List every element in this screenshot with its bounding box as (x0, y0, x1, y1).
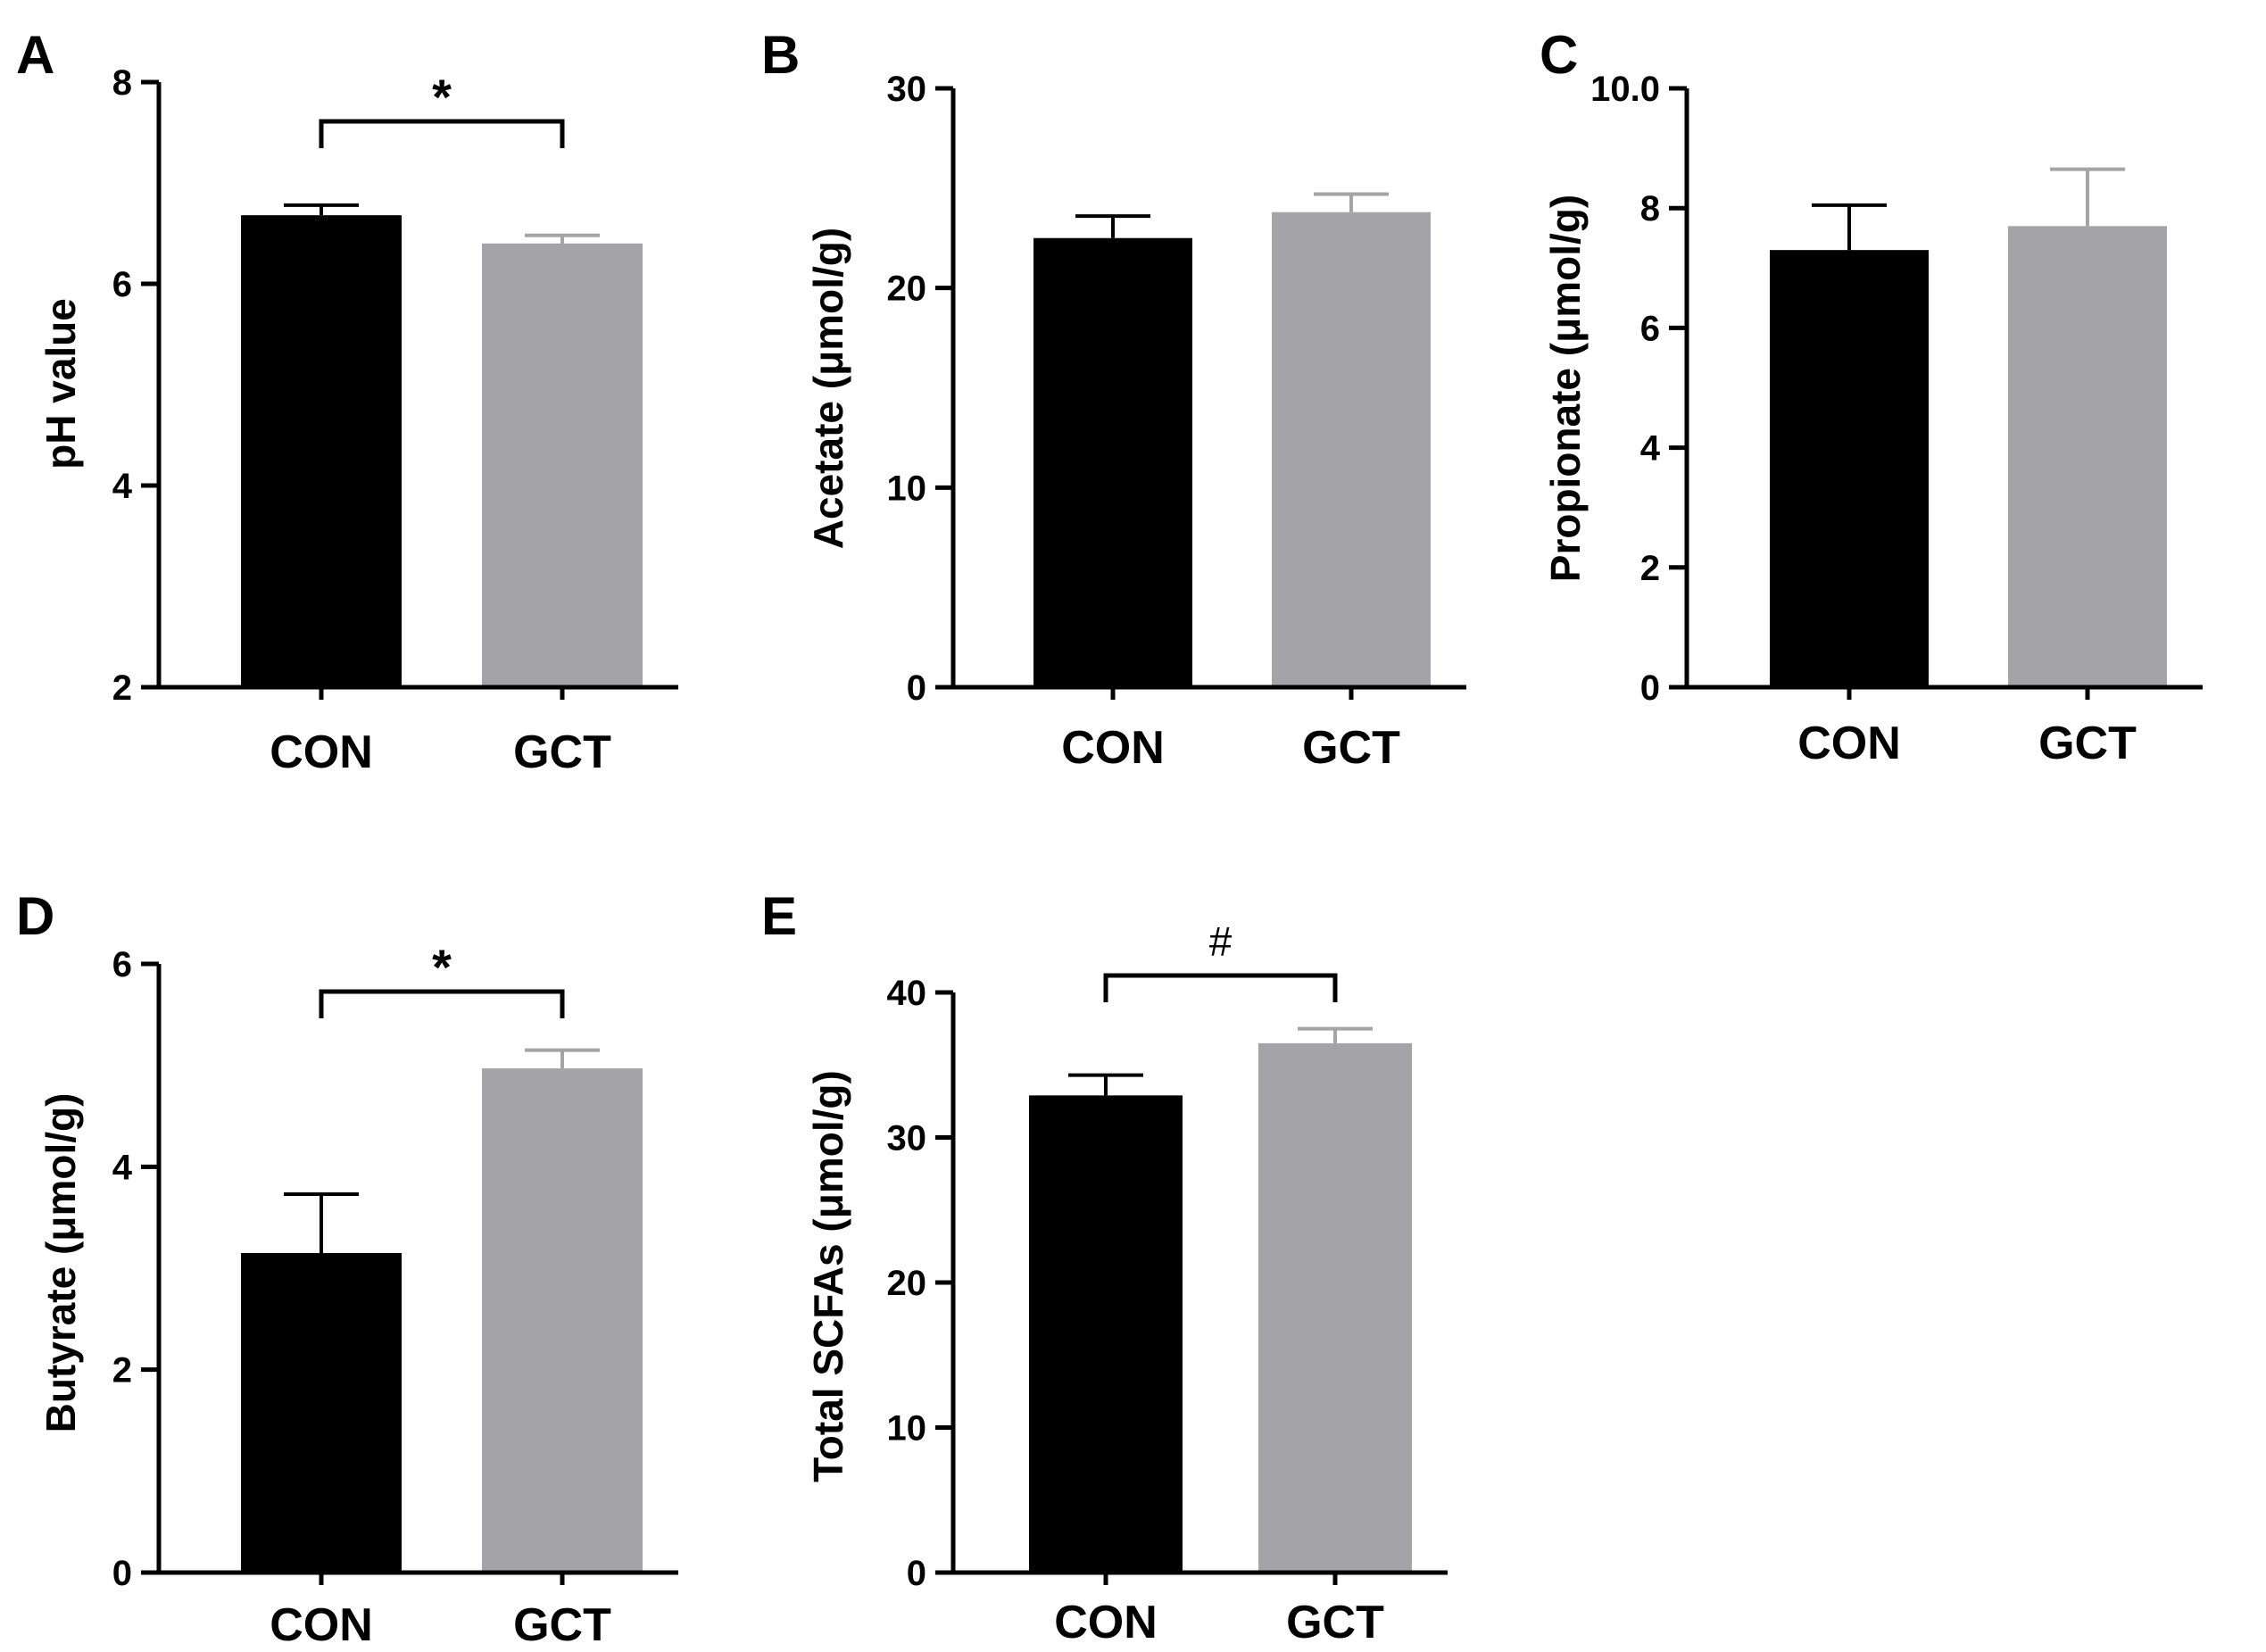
category-label-gct: GCT (1302, 722, 1400, 774)
panel-letter: C (1540, 25, 1578, 85)
y-tick-label: 2 (1640, 549, 1660, 588)
y-tick-label: 2 (112, 668, 132, 708)
bar-gct (2008, 226, 2167, 687)
panel-A: A CON GCT 2 4 6 8 pH value * (16, 25, 678, 778)
y-axis-title: Propionate (μmol/g) (1542, 195, 1589, 582)
y-tick-label: 4 (112, 1148, 133, 1187)
panel-C: C CON GCT 0 2 4 6 8 10.0 Propionate (μmol/g) (1540, 25, 2203, 769)
bar-gct (1258, 1042, 1412, 1573)
y-tick-label: 2 (112, 1351, 132, 1391)
y-tick-label: 30 (887, 70, 927, 109)
y-tick-label: 0 (1640, 668, 1660, 708)
significance-label: * (432, 69, 452, 125)
category-label-gct: GCT (513, 726, 611, 778)
significance-label: # (1209, 918, 1233, 965)
y-tick-label: 6 (112, 265, 132, 304)
y-tick-label: 4 (1640, 429, 1661, 469)
category-label-con: CON (270, 1599, 373, 1651)
y-tick-label: 0 (112, 1554, 132, 1593)
y-tick-label: 0 (907, 1554, 926, 1593)
y-axis-title: Butyrate (μmol/g) (37, 1093, 84, 1433)
category-label-con: CON (1061, 722, 1165, 774)
panel-D: D CON GCT 0 2 4 6 Butyrate (μmol/g) * (16, 886, 678, 1651)
panel-letter: D (16, 886, 54, 946)
y-axis-title: Acetate (μmol/g) (805, 228, 851, 549)
y-tick-label: 6 (1640, 309, 1660, 348)
panel-letter: A (16, 25, 54, 85)
bar-con (1033, 237, 1192, 687)
panel-B: B CON GCT 0 10 20 30 Acetate (μmol/g) (761, 25, 1466, 774)
bar-gct (482, 243, 643, 687)
significance-bracket (319, 119, 565, 148)
y-tick-label: 10 (887, 469, 927, 508)
category-label-con: CON (270, 726, 373, 778)
bar-gct (482, 1068, 643, 1573)
category-label-gct: GCT (513, 1599, 611, 1651)
y-axis-title: Total SCFAs (μmol/g) (805, 1070, 851, 1482)
category-label-gct: GCT (1286, 1597, 1384, 1648)
significance-bracket (1103, 973, 1338, 1002)
y-axis-title: pH value (37, 298, 84, 469)
bar-con (1770, 250, 1929, 687)
y-tick-label: 8 (112, 63, 132, 103)
panel-letter: E (761, 886, 797, 946)
panel-letter: B (761, 25, 800, 85)
category-label-con: CON (1797, 718, 1901, 769)
y-tick-label: 10.0 (1590, 70, 1660, 109)
y-tick-label: 8 (1640, 189, 1660, 228)
y-tick-label: 4 (112, 467, 133, 506)
y-tick-label: 0 (907, 668, 926, 708)
y-tick-label: 20 (887, 270, 927, 309)
significance-bracket (319, 989, 565, 1018)
category-label-gct: GCT (2038, 718, 2137, 769)
significance-label: * (432, 939, 452, 995)
bar-gct (1272, 212, 1431, 687)
y-tick-label: 20 (887, 1264, 927, 1303)
bar-con (1029, 1095, 1183, 1573)
bar-con (241, 215, 402, 687)
y-tick-label: 10 (887, 1409, 927, 1449)
y-tick-label: 6 (112, 945, 132, 984)
y-tick-label: 40 (887, 974, 927, 1013)
bar-con (241, 1252, 402, 1573)
category-label-con: CON (1054, 1597, 1158, 1648)
panel-E: E CON GCT 0 10 20 30 40 Total SCFAs (μmol/g) # (761, 886, 1448, 1648)
y-tick-label: 30 (887, 1119, 927, 1158)
